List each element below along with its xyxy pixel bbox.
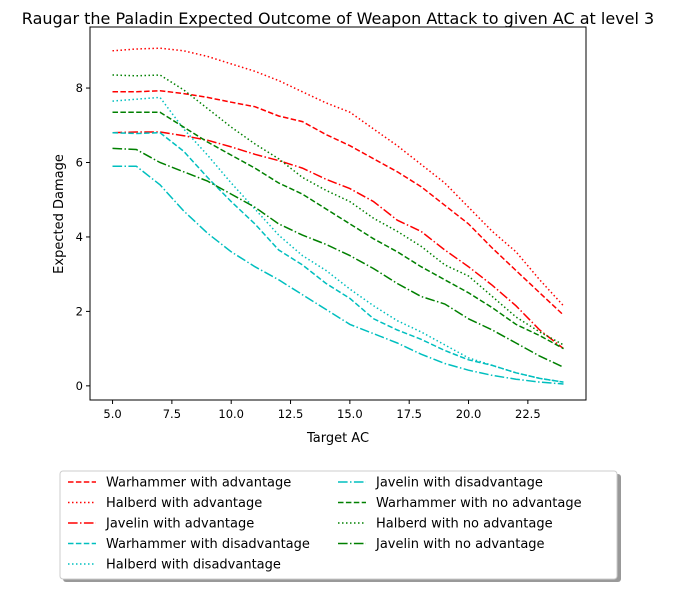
series-line-3 [112,131,564,383]
series-line-6 [112,111,564,350]
x-axis-ticks: 5.0 7.5 10.0 12.5 15.0 17.5 20.0 22.5 [103,400,541,421]
x-tick-label: 5.0 [103,407,121,421]
legend-label: Warhammer with no advantage [376,496,582,511]
y-tick-label: 6 [76,156,83,170]
series-line-1 [112,47,565,307]
series-line-4 [112,96,564,383]
legend-box [59,470,618,580]
y-tick-label: 4 [76,230,83,244]
y-tick-label: 2 [76,304,83,318]
legend-label: Javelin with disadvantage [375,476,543,491]
legend-label: Javelin with no advantage [375,537,545,552]
series-line-7 [112,74,564,346]
legend-label: Halberd with no advantage [376,517,553,532]
series-line-8 [112,147,564,368]
legend-label: Warhammer with advantage [106,476,291,491]
series-line-5 [112,165,564,385]
series-line-2 [112,131,564,350]
y-axis-ticks: 0 2 4 6 8 [76,81,90,393]
chart-title: Raugar the Paladin Expected Outcome of W… [22,9,654,28]
series-line-0 [112,89,565,316]
legend-label: Halberd with disadvantage [106,558,281,573]
x-tick-label: 17.5 [396,407,422,421]
plot-frame [89,26,587,401]
x-tick-label: 22.5 [515,407,541,421]
legend-label: Javelin with advantage [105,517,254,532]
plot-lines [112,47,565,385]
legend-label: Warhammer with disadvantage [106,537,310,552]
legend-label: Halberd with advantage [106,496,262,511]
x-tick-label: 20.0 [456,407,482,421]
y-tick-label: 8 [76,81,83,95]
legend: Warhammer with advantage Halberd with adv… [59,470,621,582]
x-tick-label: 12.5 [278,407,304,421]
x-tick-label: 10.0 [218,407,244,421]
y-tick-label: 0 [76,379,83,393]
x-tick-label: 7.5 [163,407,181,421]
x-axis-label: Target AC [306,431,369,446]
x-tick-label: 15.0 [337,407,363,421]
y-axis-label: Expected Damage [52,154,67,274]
